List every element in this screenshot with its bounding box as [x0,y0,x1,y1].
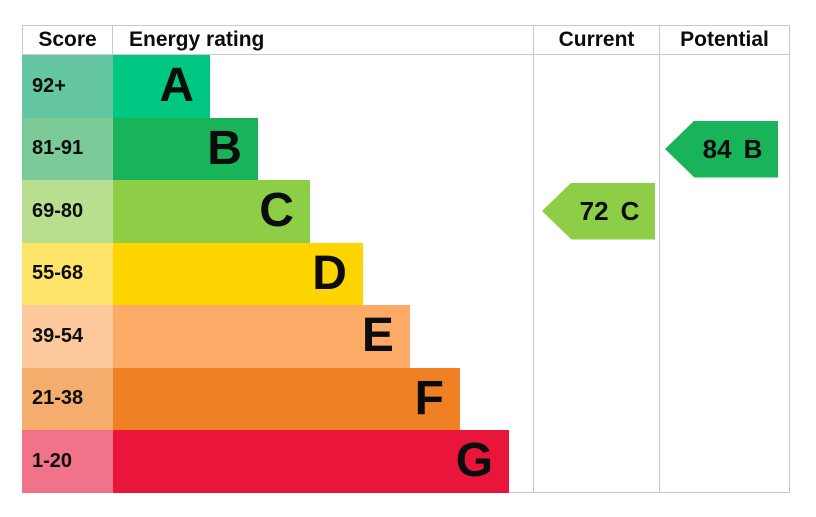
band-bar-row-e: E [113,305,533,368]
score-range-e-label: 39-54 [32,324,84,347]
band-bar-row-f: F [113,367,533,430]
potential-rating-letter: B [743,133,763,164]
score-range-b: 81-91 [22,117,113,180]
band-bar-row-g: G [113,430,533,493]
potential-rating-arrow: 84 B [665,120,778,178]
band-letter-e: E [361,309,394,363]
band-letter-a: A [159,59,195,113]
header-current-label: Current [558,28,635,51]
score-range-g: 1-20 [22,430,113,493]
band-bar-d: D [113,242,363,305]
score-range-d: 55-68 [22,242,113,305]
band-bar-b: B [113,117,258,180]
score-range-b-label: 81-91 [32,137,84,160]
band-bar-c: C [113,180,310,243]
header-current: Current [533,26,659,55]
header-energy-rating-label: Energy rating [129,28,265,51]
current-rating-letter: C [620,195,640,226]
band-letter-d: D [312,246,347,300]
score-range-a-label: 92+ [32,74,66,97]
current-rating-arrow: 72 C [542,182,655,240]
score-range-f-label: 21-38 [32,387,84,410]
band-bar-row-a: A [113,55,533,118]
band-bar-row-c: C [113,180,533,243]
band-letter-c: C [259,184,294,238]
header-energy-rating: Energy rating [113,26,533,55]
band-bar-g: G [113,430,510,493]
band-bar-row-b: B [113,117,533,180]
score-range-d-label: 55-68 [32,262,84,285]
score-range-g-label: 1-20 [32,449,73,472]
band-bar-f: F [113,367,460,430]
score-range-f: 21-38 [22,367,113,430]
band-letter-g: G [455,434,494,488]
potential-rating-column: 84 B [659,55,789,493]
header-score-label: Score [38,28,97,51]
potential-rating-value: 84 [702,133,732,164]
header-potential-label: Potential [680,28,769,51]
header-potential: Potential [659,26,789,55]
current-rating-value: 72 [579,195,609,226]
score-range-a: 92+ [22,55,113,118]
score-range-c-label: 69-80 [32,199,84,222]
band-letter-b: B [207,121,242,175]
band-bar-e: E [113,305,410,368]
header-score: Score [22,26,113,55]
band-bar-row-d: D [113,242,533,305]
score-range-c: 69-80 [22,180,113,243]
score-range-e: 39-54 [22,305,113,368]
band-bar-a: A [113,55,211,118]
band-letter-f: F [414,371,444,425]
current-rating-column: 72 C [533,55,659,493]
epc-rating-chart: Score Energy rating Current Potential 92… [22,25,790,493]
